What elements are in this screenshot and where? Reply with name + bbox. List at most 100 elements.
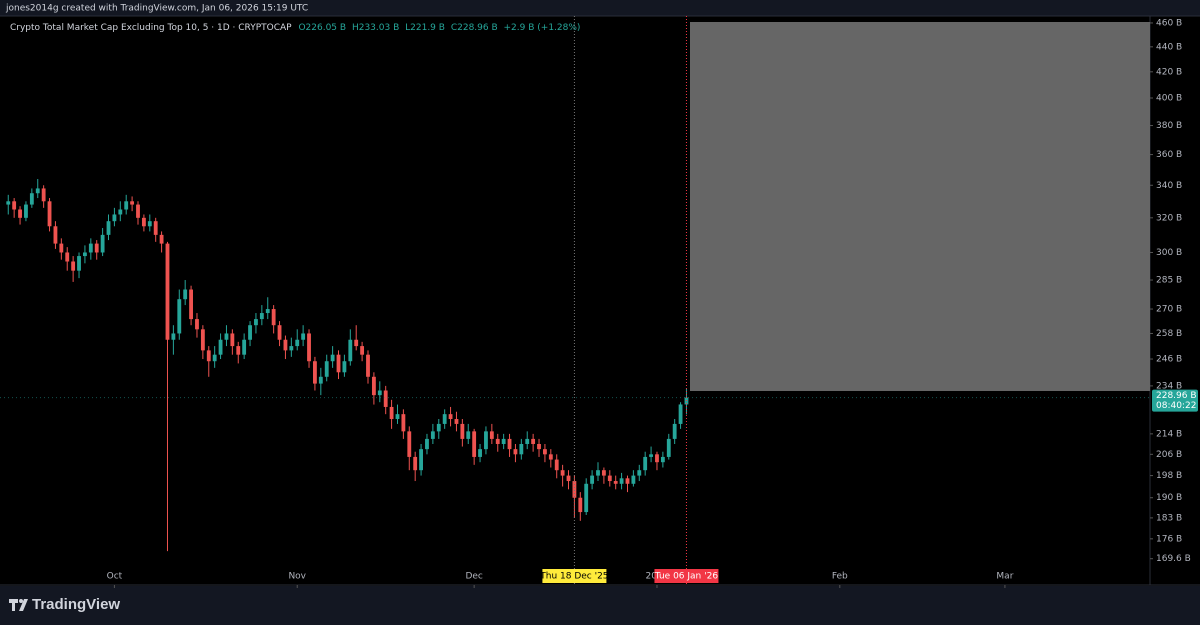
candle-body <box>224 333 229 340</box>
candle-body <box>560 470 565 476</box>
candle-body <box>100 234 105 253</box>
candle-body <box>395 414 400 420</box>
y-tick-label: 234 B <box>1156 381 1182 391</box>
candle-body <box>548 454 553 460</box>
candle-body <box>631 475 636 484</box>
drawing-rectangle[interactable] <box>690 22 1150 391</box>
candle-body <box>65 252 70 262</box>
candle-body <box>478 449 482 457</box>
candle-body <box>383 390 388 407</box>
candle-body <box>678 404 683 424</box>
candle-body <box>389 406 394 420</box>
x-tick-label: Oct <box>107 572 123 582</box>
candle-body <box>112 214 117 222</box>
candle-body <box>47 201 52 227</box>
y-tick-label: 440 B <box>1156 42 1182 52</box>
candle-body <box>454 419 459 424</box>
date-label-bg <box>542 569 607 583</box>
candle-body <box>655 454 659 463</box>
y-tick-label: 285 B <box>1156 276 1182 286</box>
x-tick-label: Mar <box>996 572 1013 582</box>
candle-body <box>596 470 600 476</box>
candle-body <box>77 256 81 271</box>
candle-body <box>531 438 536 444</box>
candle-body <box>236 346 241 355</box>
candle-body <box>147 221 152 227</box>
candle-body <box>525 438 530 444</box>
candle-body <box>218 339 223 355</box>
y-tick-label: 460 B <box>1156 18 1182 28</box>
last-price-label: 228.96 B <box>1156 391 1197 401</box>
y-tick-label: 183 B <box>1156 513 1182 523</box>
candle-body <box>41 188 46 202</box>
candle-body <box>649 454 653 457</box>
candle-body <box>230 333 235 347</box>
logo: TradingView <box>9 596 120 613</box>
brand: TradingView <box>32 596 120 613</box>
candle-body <box>248 325 252 340</box>
candle-body <box>295 339 300 347</box>
candle-body <box>430 431 435 439</box>
candle-body <box>637 470 642 476</box>
candle-body <box>660 456 665 463</box>
legend-change: +2.9 B (+1.28%) <box>504 23 581 33</box>
candle-body <box>366 354 370 377</box>
y-tick-label: 198 B <box>1156 471 1182 481</box>
y-tick-label: 340 B <box>1156 181 1182 191</box>
candle-body <box>495 438 500 444</box>
candle-body <box>407 431 412 457</box>
y-tick-label: 214 B <box>1156 429 1182 439</box>
candle-body <box>684 397 689 405</box>
legend-low: L221.9 B <box>405 23 445 33</box>
candle-body <box>619 478 624 484</box>
candle-body <box>360 346 365 355</box>
y-tick-label: 380 B <box>1156 121 1182 131</box>
candle-body <box>88 243 93 253</box>
candle-body <box>124 201 129 210</box>
candle-body <box>354 339 359 347</box>
candle-body <box>59 243 64 253</box>
candle-body <box>307 333 311 362</box>
candle-body <box>584 483 589 513</box>
y-tick-label: 270 B <box>1156 305 1182 315</box>
last-price-bg <box>1152 389 1198 412</box>
logo-icon <box>9 599 28 611</box>
candle-body <box>106 221 111 235</box>
y-tick-label: 420 B <box>1156 67 1182 77</box>
candle-body <box>159 234 164 244</box>
candle-body <box>35 188 40 194</box>
candle-body <box>537 443 541 450</box>
top-bar <box>0 0 1200 16</box>
candle-body <box>177 299 182 334</box>
candle-body <box>472 431 477 457</box>
candle-body <box>165 243 170 340</box>
candle-body <box>130 201 135 205</box>
candle-body <box>195 319 199 330</box>
legend-open: O226.05 B <box>298 23 346 33</box>
candle-body <box>377 390 382 396</box>
candle-body <box>566 475 571 482</box>
candle-body <box>401 414 406 432</box>
candle-body <box>460 423 465 439</box>
candle-body <box>289 346 294 351</box>
candle-body <box>448 414 453 420</box>
candle-body <box>666 438 671 457</box>
candle-body <box>265 309 270 314</box>
candle-body <box>519 443 524 455</box>
x-tick-label: Nov <box>288 572 306 582</box>
date-label: Tue 06 Jan '26 <box>654 572 718 582</box>
candle-body <box>330 354 335 362</box>
candle-body <box>513 449 518 455</box>
countdown: 08:40:22 <box>1156 401 1196 411</box>
candle-body <box>572 481 577 498</box>
candle-body <box>324 361 329 377</box>
header: jones2014g created with TradingView.com,… <box>5 4 308 14</box>
x-tick-label: Dec <box>465 572 482 582</box>
y-tick-label: 246 B <box>1156 355 1182 365</box>
candle-body <box>554 459 559 471</box>
candle-body <box>425 438 429 450</box>
candle-body <box>136 204 140 218</box>
candle-body <box>271 309 276 326</box>
logo-dot <box>19 599 23 603</box>
